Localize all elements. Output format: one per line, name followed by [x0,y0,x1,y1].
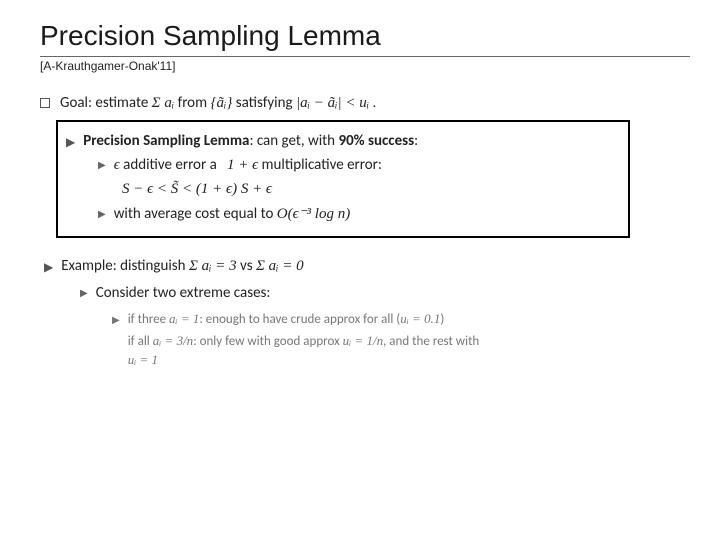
triangle-icon: ▶ [80,288,88,299]
math-ui-1n: uᵢ = 1/n [343,333,383,348]
math-abs-bound: |aᵢ − ãᵢ| < uᵢ . [296,95,377,111]
slide-title: Precision Sampling Lemma [40,20,690,57]
math-ai-3n: aᵢ = 3/n [153,333,193,348]
math-tilde-set: {ãᵢ} [210,95,232,111]
example-prefix: Example: distinguish [61,257,189,275]
avg-cost-line: ▶ with average cost equal to O(ϵ⁻³ log n… [98,204,624,225]
add-err-line: ▶ ϵ additive error a 1 + ϵ multiplicativ… [98,155,624,176]
goal-mid: from [174,94,210,112]
example-text: Example: distinguish Σ aᵢ = 3 vs Σ aᵢ = … [61,256,303,277]
math-sum-ai-0: Σ aᵢ = 0 [256,258,304,274]
goal-line: Goal: estimate Σ aᵢ from {ãᵢ} satisfying… [40,93,690,114]
math-sum-ai: Σ aᵢ [152,95,175,111]
math-ai-1: aᵢ = 1 [169,311,199,326]
triangle-icon: ▶ [98,160,106,171]
case2-text: if all aᵢ = 3/n: only few with good appr… [128,332,480,370]
lemma-box: ▶ Precision Sampling Lemma: can get, wit… [56,120,630,238]
math-one-plus-eps: 1 + ϵ [227,157,258,173]
add-err-text: ϵ additive error a 1 + ϵ multiplicative … [114,155,382,176]
case2-b: : only few with good approx [193,334,342,349]
case2-a: if all [128,334,153,349]
goal-prefix: Goal: estimate [60,94,152,112]
lemma-head: Precision Sampling Lemma: can get, with … [83,131,418,152]
case1-a: if three [128,312,169,327]
math-ui-1: uᵢ = 1 [128,352,158,367]
avg-cost: with average cost equal to O(ϵ⁻³ log n) [114,204,351,225]
triangle-icon: ▶ [66,135,75,149]
add-text: additive error a [120,156,220,174]
math-ui-01: uᵢ = 0.1 [400,311,440,326]
triangle-icon: ▶ [98,209,106,220]
lemma-success: 90% success [338,132,414,150]
triangle-icon: ▶ [44,260,53,274]
case1-line: ▶ if three aᵢ = 1: enough to have crude … [112,310,690,329]
consider-line: ▶ Consider two extreme cases: [80,283,690,304]
example-line: ▶ Example: distinguish Σ aᵢ = 3 vs Σ aᵢ … [44,256,690,277]
lemma-tail: : can get, with [249,132,338,150]
case1-b: : enough to have crude approx for all ( [199,312,400,327]
lemma-head-line: ▶ Precision Sampling Lemma: can get, wit… [66,131,624,152]
mult-text: multiplicative error: [258,156,382,174]
case1-text: if three aᵢ = 1: enough to have crude ap… [128,310,445,329]
avg-cost-text: with average cost equal to [114,205,277,223]
case2-line: ▶ if all aᵢ = 3/n: only few with good ap… [112,332,690,370]
citation: [A-Krauthgamer-Onak'11] [40,59,690,73]
consider-text: Consider two extreme cases: [96,283,271,304]
triangle-icon: ▶ [112,315,120,326]
case1-c: ) [440,312,444,327]
math-sum-ai-3: Σ aᵢ = 3 [189,258,237,274]
goal-satisfying: satisfying [232,94,296,112]
math-cost: O(ϵ⁻³ log n) [277,206,350,222]
range-formula: S − ϵ < S̃ < (1 + ϵ) S + ϵ [122,179,624,200]
example-vs: vs [237,257,256,275]
empty-box-icon [40,98,50,108]
goal-text: Goal: estimate Σ aᵢ from {ãᵢ} satisfying… [60,93,377,114]
math-range: S − ϵ < S̃ < (1 + ϵ) S + ϵ [122,181,272,197]
lemma-colon: : [414,132,418,150]
case2-c: , and the rest with [383,334,479,349]
lemma-name: Precision Sampling Lemma [83,132,249,150]
